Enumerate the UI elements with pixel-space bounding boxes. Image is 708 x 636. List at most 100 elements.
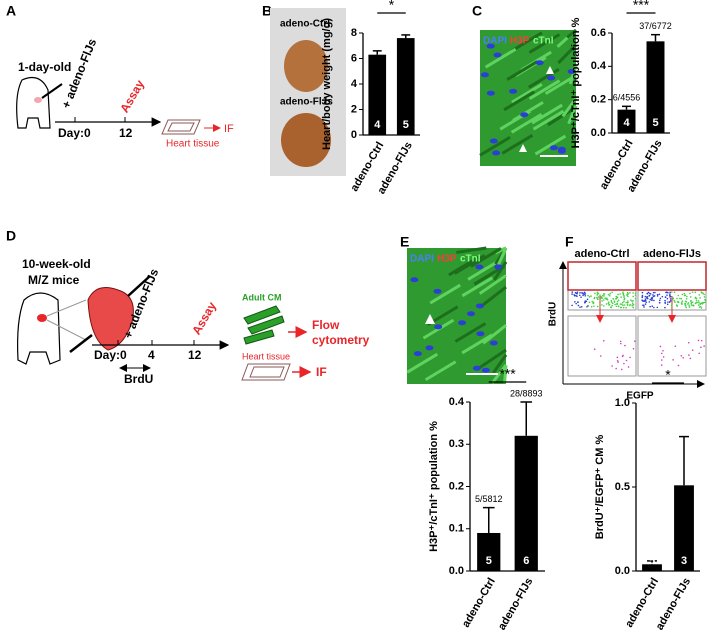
nucleus	[475, 264, 484, 270]
flow-dot	[694, 297, 697, 299]
flow-dot	[702, 301, 705, 304]
cm-icon	[243, 305, 285, 345]
nucleus	[458, 320, 467, 326]
fiber	[511, 83, 543, 104]
flow-dot	[659, 345, 662, 348]
flow-dot	[643, 300, 645, 303]
flow-dot	[620, 368, 623, 371]
flow-dot	[625, 359, 628, 362]
flow-dot	[667, 301, 669, 303]
flow-dot	[601, 304, 603, 306]
ratio-label: 37/6772	[639, 21, 672, 31]
flow-dot	[686, 295, 688, 298]
flow-dot	[691, 304, 693, 307]
flow-dot	[700, 346, 702, 349]
flow-dot	[610, 301, 613, 303]
flow-dot	[597, 296, 600, 298]
flow-dot	[661, 295, 664, 298]
nucleus	[476, 331, 485, 337]
fiber	[456, 246, 487, 254]
flow-dot	[579, 292, 581, 294]
flow-dot	[611, 291, 613, 294]
flow-dot	[703, 296, 706, 298]
flow-dot	[584, 295, 587, 297]
flow-dot	[632, 292, 634, 294]
tissue-slide	[167, 122, 195, 132]
flow-dot	[615, 305, 618, 308]
flow-dot	[662, 356, 665, 358]
flow-dot	[593, 348, 596, 351]
flow-dot	[681, 293, 684, 296]
flow-dot	[704, 299, 707, 302]
stain-label: DAPI	[483, 36, 507, 47]
flow-dot	[622, 306, 625, 309]
ratio-label: 6/4556	[613, 93, 641, 103]
y-tick-label: 0	[351, 129, 357, 141]
flow-dot	[606, 298, 609, 301]
y-tick-label: 8	[351, 27, 357, 39]
flow-dot	[601, 297, 604, 299]
y-tick-label: 0.0	[591, 127, 606, 139]
flow-dot	[687, 341, 690, 344]
significance-label: ***	[633, 0, 650, 13]
ratio-label: 28/8893	[510, 388, 543, 398]
flow-dot	[600, 295, 603, 298]
flow-dot	[684, 300, 687, 303]
fiber	[510, 112, 543, 134]
syringe	[41, 83, 63, 99]
fiber	[503, 90, 535, 112]
flow-dot	[603, 305, 605, 307]
flow-dot	[616, 356, 619, 359]
heart-dot	[37, 314, 47, 322]
flow-dot	[601, 294, 604, 297]
flow-dot	[643, 306, 645, 308]
flow-dot	[641, 296, 643, 299]
flow-dot	[681, 300, 684, 302]
flow-dot	[690, 302, 693, 304]
flow-dot	[625, 301, 627, 304]
flow-dot	[660, 352, 663, 355]
nucleus	[520, 112, 529, 118]
flow-dot	[623, 298, 626, 301]
flow-dot	[652, 294, 654, 296]
arrowhead-marker	[546, 66, 554, 74]
flow-dot	[649, 298, 652, 301]
flow-dot	[644, 295, 647, 298]
flow-dot	[697, 304, 700, 306]
flow-dot	[590, 295, 592, 297]
nucleus	[494, 264, 503, 270]
zoom-line	[46, 319, 87, 341]
gate	[567, 261, 637, 291]
fiber	[567, 105, 578, 125]
nucleus	[472, 365, 481, 371]
flow-dot	[596, 305, 599, 308]
flow-dot	[641, 299, 643, 302]
flow-dot	[594, 292, 596, 295]
fiber	[454, 322, 487, 343]
fiber	[461, 276, 494, 298]
flow-dot	[611, 304, 613, 307]
flow-dot	[662, 349, 664, 352]
significance-label: ***	[499, 366, 516, 382]
flow-dot	[571, 293, 573, 295]
flow-dot	[626, 293, 629, 296]
flow-dot	[629, 292, 631, 294]
n-label: 3	[681, 555, 687, 567]
panel-letter: E	[400, 234, 409, 250]
flow-dot	[609, 292, 612, 295]
fiber	[491, 364, 508, 384]
zoom-line	[46, 299, 87, 317]
plot-frame	[567, 315, 637, 377]
panel-e: E DAPI H3P cTnI	[400, 234, 508, 384]
fiber	[528, 68, 560, 89]
flow-dot	[587, 305, 590, 307]
flow-dot	[597, 298, 599, 301]
panel-letter: B	[262, 3, 272, 19]
flow-dot	[616, 296, 619, 298]
flow-dot	[631, 302, 634, 304]
panel-c: C DAPI H3P cTnI	[472, 3, 578, 166]
flow-dot	[596, 293, 599, 295]
flow-dot	[656, 293, 659, 296]
flow-dot	[607, 302, 610, 305]
tissue-slide	[241, 363, 291, 381]
